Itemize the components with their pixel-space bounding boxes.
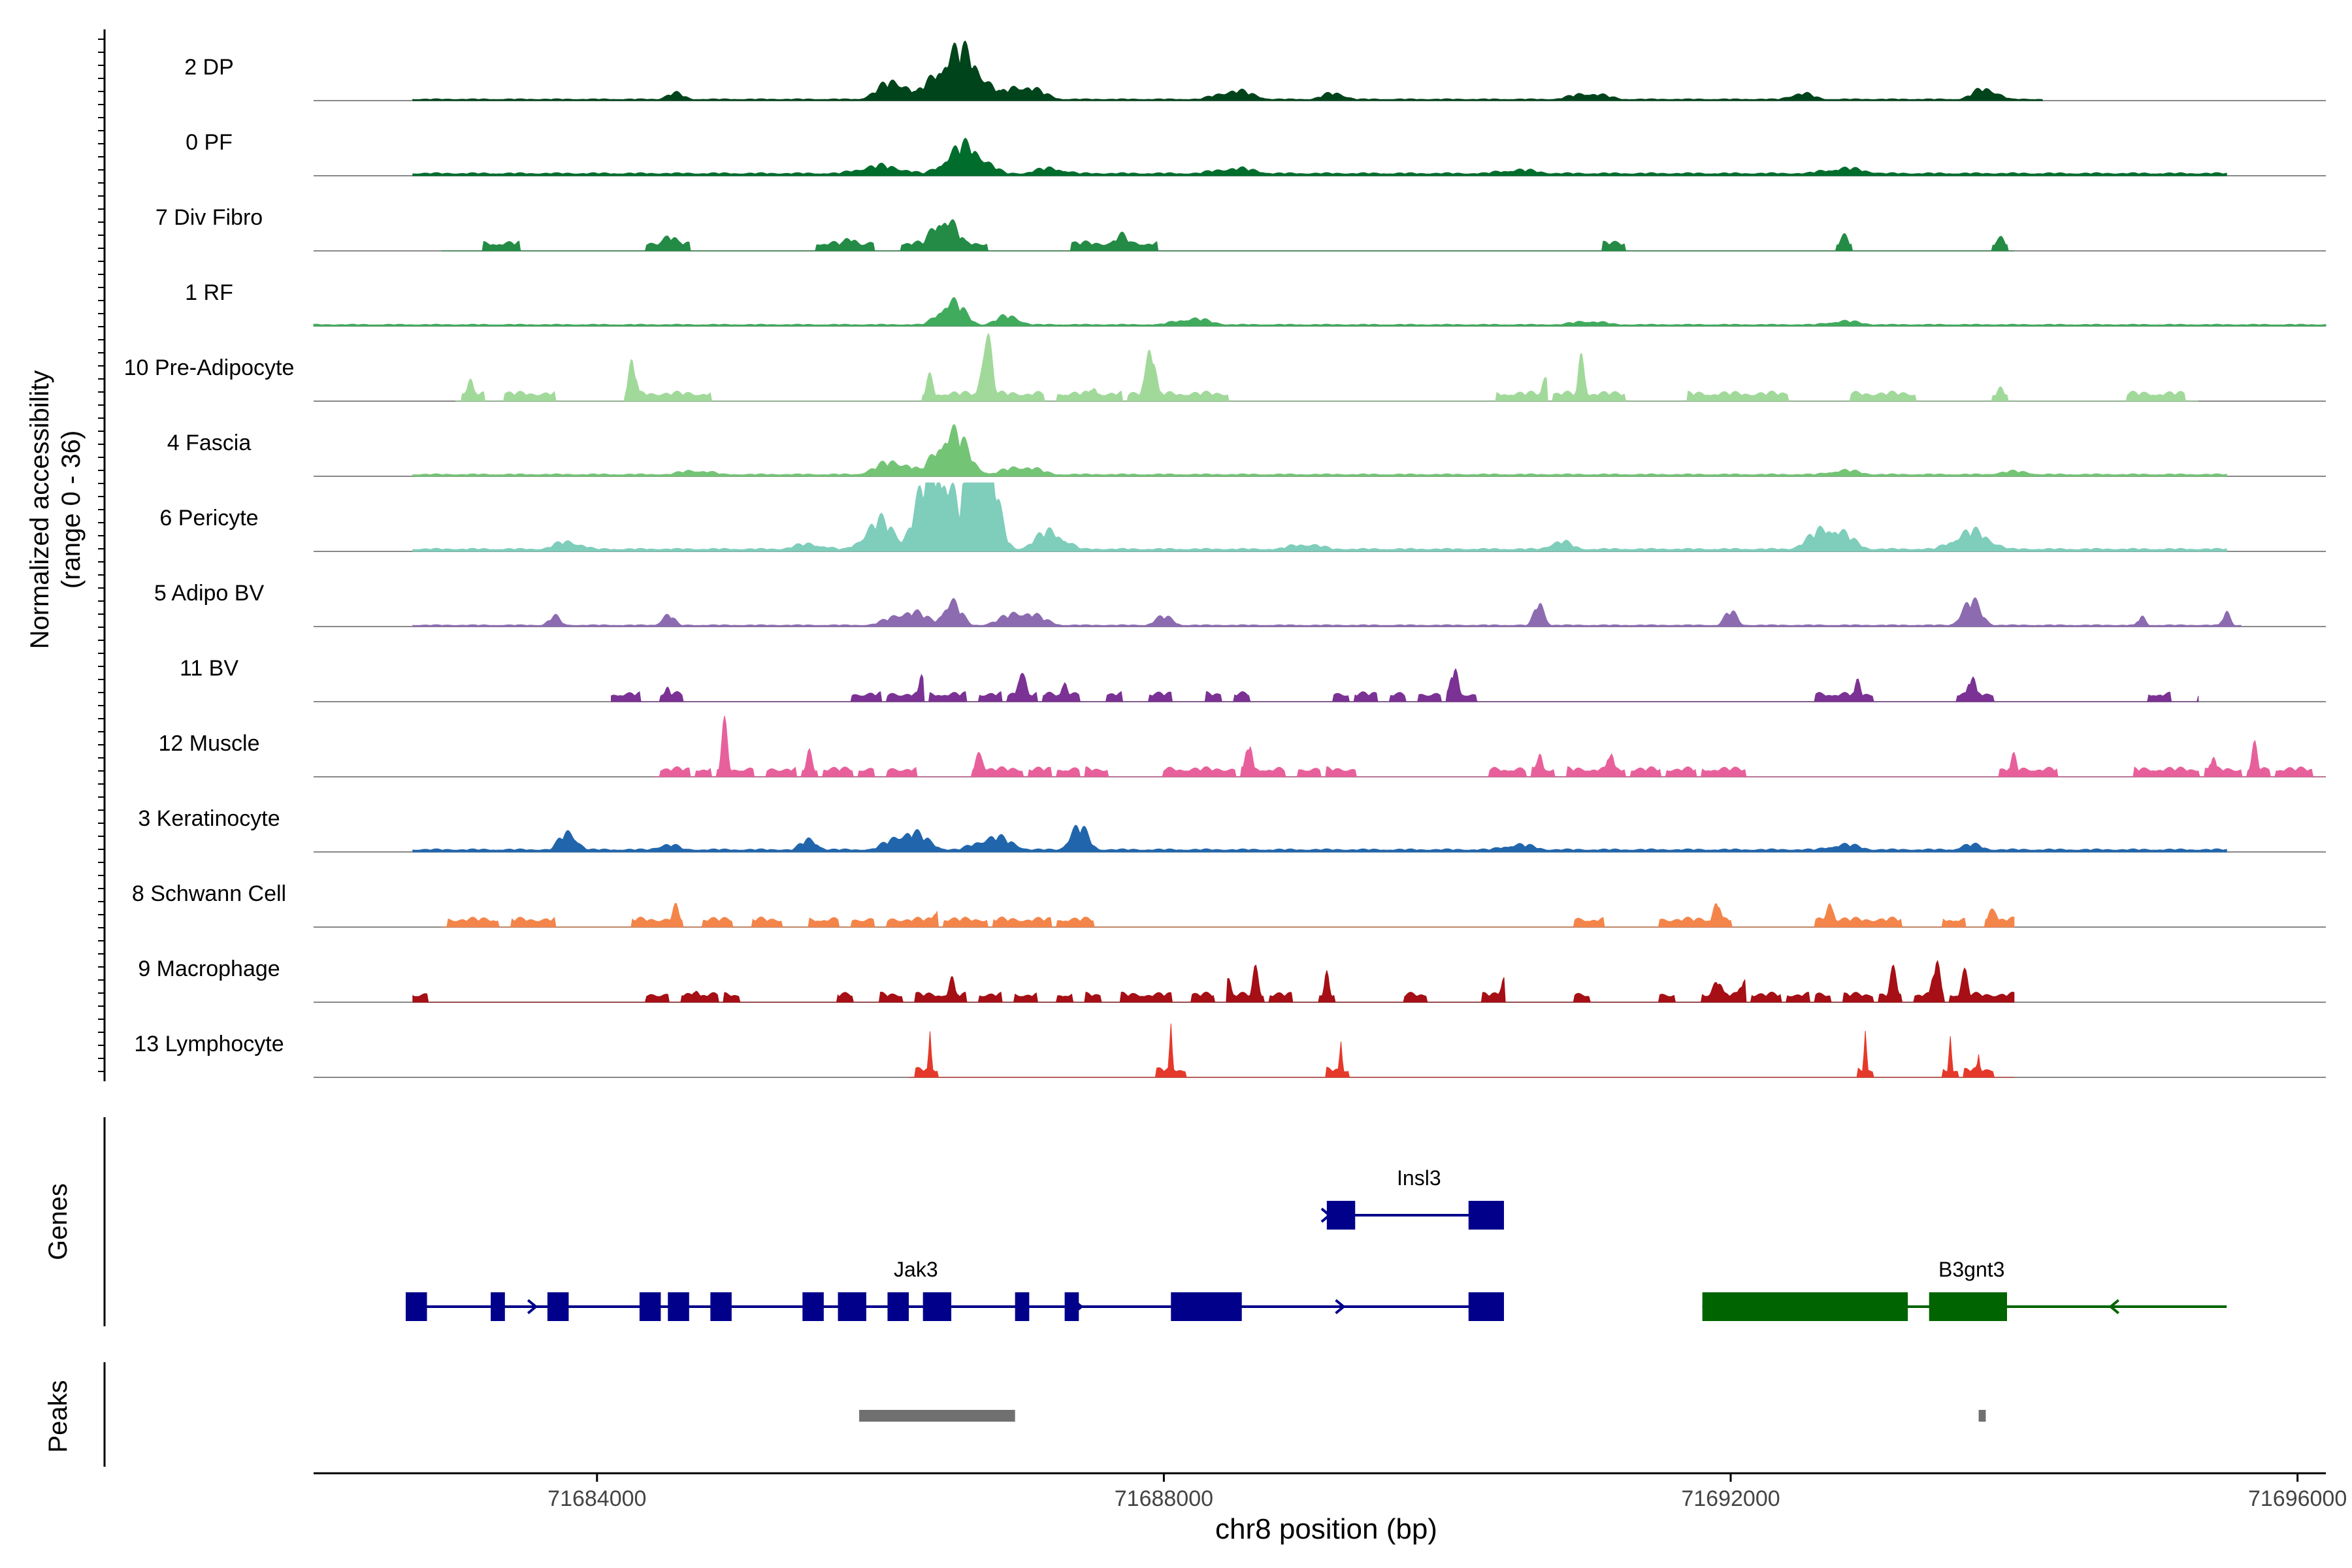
gene-model: Insl3	[1320, 1166, 1504, 1230]
gene-annotation-panel: Insl3 Jak3 B3gnt3	[103, 1117, 2227, 1326]
coverage-area	[412, 960, 2015, 1003]
gene-exon	[547, 1292, 569, 1321]
coverage-area	[412, 597, 2242, 627]
coverage-area	[441, 903, 2015, 928]
coverage-area	[412, 482, 2227, 552]
gene-exon	[1064, 1292, 1079, 1321]
gene-exon	[491, 1292, 505, 1321]
strand-arrow	[1335, 1299, 1346, 1315]
gene-exon	[1702, 1292, 1908, 1321]
x-axis: 71684000 71688000 71692000 71696000	[314, 1472, 2347, 1511]
strand-arrow	[1320, 1207, 1331, 1223]
y-axis-range: (range 0 - 36)	[57, 431, 86, 589]
gene-exon	[1015, 1292, 1030, 1321]
coverage-area	[412, 825, 2227, 853]
coverage-track: 9 Macrophage	[138, 956, 2326, 1003]
track-label: 13 Lymphocyte	[134, 1032, 284, 1056]
coverage-area	[412, 423, 2227, 477]
coverage-track: 1 RF	[185, 280, 2327, 327]
coverage-track: 13 Lymphocyte	[134, 1023, 2326, 1078]
peaks-panel-label: Peaks	[44, 1380, 73, 1452]
coverage-area	[611, 668, 2199, 702]
coverage-track: 11 BV	[180, 656, 2326, 702]
x-tick-label: 71688000	[1115, 1486, 1213, 1511]
coverage-track: 12 Muscle	[159, 715, 2326, 777]
coverage-area	[441, 219, 2014, 252]
coverage-track: 3 Keratinocyte	[138, 806, 2326, 853]
x-tick-label: 71692000	[1681, 1486, 1780, 1511]
track-label: 11 BV	[180, 656, 238, 681]
x-tick-label: 71696000	[2248, 1486, 2347, 1511]
gene-exon	[1326, 1201, 1356, 1230]
gene-name-label: Jak3	[894, 1258, 938, 1281]
y-axis-title: Normalized accessibility	[25, 370, 54, 649]
track-label: 7 Div Fibro	[155, 205, 263, 230]
gene-name-label: B3gnt3	[1938, 1258, 2004, 1281]
y-axis-label: Normalized accessibility (range 0 - 36)	[25, 370, 86, 649]
gene-model: B3gnt3	[1702, 1258, 2227, 1321]
track-label: 4 Fascia	[167, 431, 252, 455]
gene-exon	[710, 1292, 732, 1321]
coverage-area	[412, 137, 2227, 176]
coverage-area	[653, 715, 2326, 777]
strand-arrow	[527, 1299, 538, 1315]
strand-arrow	[1072, 1299, 1084, 1315]
gene-exon	[639, 1292, 661, 1321]
coverage-area	[909, 1023, 2014, 1078]
coverage-track: 7 Div Fibro	[155, 205, 2326, 252]
x-axis-title: chr8 position (bp)	[1215, 1513, 1437, 1545]
gene-exon	[923, 1292, 952, 1321]
coverage-tracks: 2 DP 0 PF 7 Div Fibro 1 RF 10 Pre-Adipocyte 4…	[98, 29, 2327, 1081]
track-label: 3 Keratinocyte	[138, 806, 280, 831]
track-label: 12 Muscle	[159, 731, 260, 756]
peak-region	[1978, 1410, 1986, 1422]
coverage-track: 8 Schwann Cell	[132, 881, 2326, 928]
track-label: 6 Pericyte	[159, 506, 258, 531]
gene-exon	[802, 1292, 824, 1321]
track-label: 8 Schwann Cell	[132, 881, 286, 906]
gene-exon	[887, 1292, 909, 1321]
track-label: 0 PF	[186, 130, 233, 155]
gene-exon	[1929, 1292, 2007, 1321]
coverage-area	[313, 297, 2327, 327]
gene-exon	[1171, 1292, 1242, 1321]
coverage-track: 2 DP	[184, 41, 2326, 101]
peak-region	[859, 1410, 1015, 1422]
track-label: 5 Adipo BV	[154, 581, 265, 606]
coverage-area	[412, 41, 2043, 101]
genes-panel-label: Genes	[44, 1183, 73, 1260]
gene-exon	[838, 1292, 866, 1321]
x-tick-label: 71684000	[547, 1486, 646, 1511]
coverage-area	[455, 333, 2198, 402]
gene-exon	[1468, 1201, 1504, 1230]
coverage-track: 4 Fascia	[167, 423, 2326, 477]
track-label: 9 Macrophage	[138, 956, 280, 981]
gene-name-label: Insl3	[1397, 1166, 1441, 1190]
track-label: 2 DP	[184, 55, 234, 80]
peaks-panel	[103, 1362, 1986, 1467]
gene-exon	[668, 1292, 689, 1321]
gene-model: Jak3	[405, 1258, 1504, 1321]
strand-arrow	[406, 1299, 417, 1315]
coverage-track: 5 Adipo BV	[154, 581, 2326, 627]
track-label: 1 RF	[185, 280, 233, 305]
coverage-track: 10 Pre-Adipocyte	[124, 333, 2326, 402]
coverage-track: 6 Pericyte	[159, 482, 2326, 552]
coverage-track: 0 PF	[186, 130, 2326, 176]
gene-exon	[1468, 1292, 1504, 1321]
track-label: 10 Pre-Adipocyte	[124, 355, 295, 380]
strand-arrow	[2108, 1299, 2119, 1315]
